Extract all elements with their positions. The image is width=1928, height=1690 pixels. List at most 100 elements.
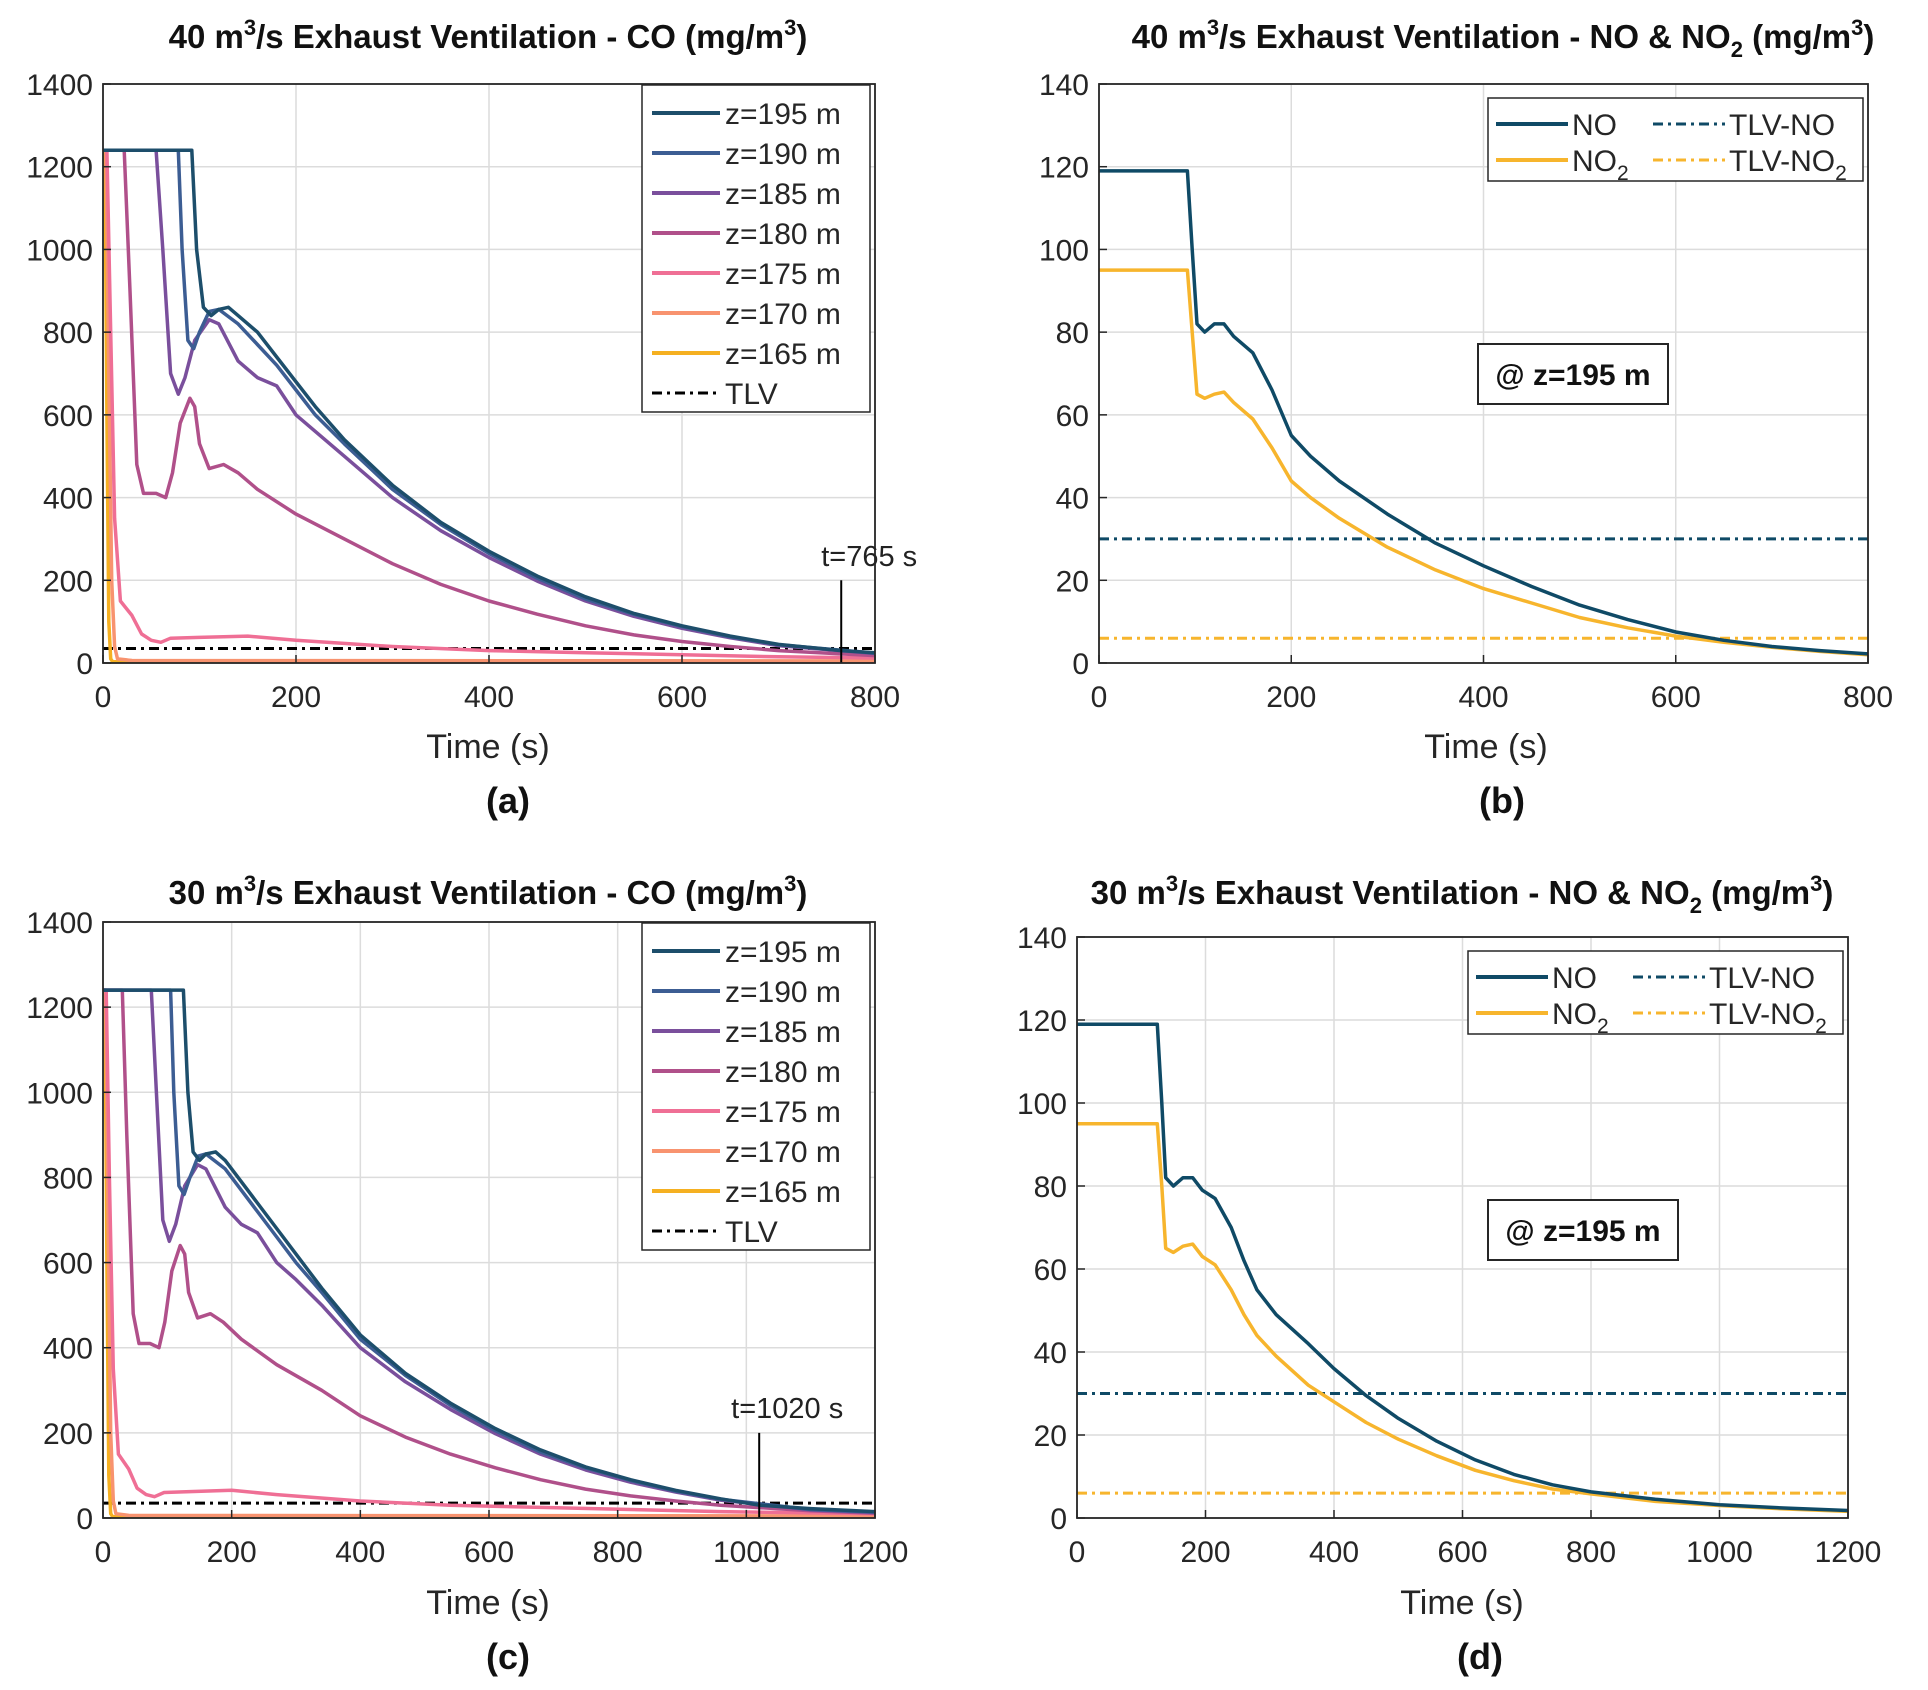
y-tick-label: 800	[43, 317, 93, 350]
y-tick-label: 1200	[26, 992, 93, 1025]
y-tick-label: 40	[1034, 1337, 1067, 1370]
x-tick-label: 600	[464, 1536, 514, 1569]
x-tick-label: 1000	[1686, 1536, 1753, 1569]
chart-title: 30 m3/s Exhaust Ventilation - CO (mg/m3)	[169, 871, 808, 911]
legend: NO TLV-NO NO2 TLV-NO2	[1467, 950, 1844, 1038]
chart-panel-2: 0 200 400 600 800 0 20 40 60 80 100 120 140 Time (s) 4…	[1039, 15, 1893, 821]
y-tick-label: 0	[1072, 648, 1089, 681]
x-tick-label: 200	[1180, 1536, 1230, 1569]
legend-label: z=185 m	[725, 1016, 841, 1049]
series-group	[1077, 1022, 1848, 1514]
y-tick-label: 40	[1056, 483, 1089, 516]
y-tick-label: 1200	[26, 152, 93, 185]
y-tick-label: 80	[1056, 317, 1089, 350]
annotation-label: @ z=195 m	[1505, 1215, 1660, 1248]
chart-title: 40 m3/s Exhaust Ventilation - CO (mg/m3)	[169, 15, 808, 55]
series-line-no2	[1077, 1122, 1848, 1514]
legend-label: z=175 m	[725, 1096, 841, 1129]
legend-box	[1467, 950, 1844, 1035]
y-tick-label: 600	[43, 1248, 93, 1281]
y-tick-label: 60	[1034, 1254, 1067, 1287]
legend-label: TLV	[725, 1216, 778, 1249]
y-tick-label: 120	[1039, 152, 1089, 185]
y-tick-label: 140	[1039, 69, 1089, 102]
series-line-z-180-m	[103, 988, 875, 1516]
legend-label: NO	[1552, 962, 1597, 995]
x-axis-label: Time (s)	[426, 728, 549, 766]
x-tick-label: 600	[1651, 681, 1701, 714]
legend-label: z=190 m	[725, 138, 841, 171]
legend: z=195 m z=190 m z=185 m z=180 m z=175 m z=170…	[641, 84, 871, 413]
legend-label: z=170 m	[725, 1136, 841, 1169]
chart-panel-1: t=765 s 0 200 400 600 800 0 200 400 600 800 1000 120…	[26, 15, 917, 821]
x-tick-label: 1000	[713, 1536, 780, 1569]
x-tick-label: 0	[1091, 681, 1108, 714]
annotation-label: t=765 s	[821, 541, 917, 573]
y-tick-label: 200	[43, 565, 93, 598]
panel-label: (a)	[486, 780, 530, 821]
legend-label: z=180 m	[725, 1056, 841, 1089]
x-tick-label: 200	[207, 1536, 257, 1569]
legend-label: TLV-NO2	[1709, 998, 1827, 1038]
chart-title: 40 m3/s Exhaust Ventilation - NO & NO2 (…	[1132, 15, 1875, 62]
legend-label: TLV-NO	[1709, 962, 1815, 995]
x-tick-label: 400	[464, 681, 514, 714]
x-tick-label: 400	[335, 1536, 385, 1569]
series-group	[103, 988, 875, 1518]
series-line-z-195-m	[103, 148, 875, 655]
series-line-z-185-m	[103, 148, 875, 656]
y-tick-label: 120	[1017, 1005, 1067, 1038]
x-tick-label: 200	[1266, 681, 1316, 714]
chart-title: 30 m3/s Exhaust Ventilation - NO & NO2 (…	[1091, 871, 1834, 918]
y-tick-label: 20	[1056, 565, 1089, 598]
x-axis-label: Time (s)	[426, 1584, 549, 1622]
legend: NO TLV-NO NO2 TLV-NO2	[1487, 97, 1864, 185]
x-axis-label: Time (s)	[1400, 1584, 1523, 1622]
y-tick-label: 140	[1017, 922, 1067, 955]
annotation-box	[1487, 1199, 1679, 1261]
legend-label: z=185 m	[725, 178, 841, 211]
x-axis-label: Time (s)	[1424, 728, 1547, 766]
x-tick-label: 0	[95, 681, 112, 714]
x-tick-label: 400	[1309, 1536, 1359, 1569]
panel-label: (b)	[1479, 780, 1525, 821]
y-tick-label: 600	[43, 400, 93, 433]
y-tick-label: 60	[1056, 400, 1089, 433]
y-tick-label: 0	[1050, 1503, 1067, 1536]
legend-label: z=175 m	[725, 258, 841, 291]
series-line-z-180-m	[103, 148, 875, 658]
series-line-no2	[1099, 268, 1868, 657]
legend-label: NO2	[1572, 145, 1629, 185]
x-tick-label: 800	[850, 681, 900, 714]
annotation-label: @ z=195 m	[1495, 359, 1650, 392]
legend-box	[641, 922, 871, 1251]
y-tick-label: 400	[43, 483, 93, 516]
x-tick-label: 200	[271, 681, 321, 714]
x-tick-label: 1200	[842, 1536, 909, 1569]
series-line-no	[1077, 1022, 1848, 1513]
legend-box	[641, 84, 871, 413]
x-tick-label: 0	[1069, 1536, 1086, 1569]
y-tick-label: 100	[1039, 234, 1089, 267]
legend-label: z=170 m	[725, 298, 841, 331]
x-tick-label: 600	[657, 681, 707, 714]
chart-panel-4: 0 200 400 600 800 1000 1200 0 20 40 60 80 100 120 140 T…	[1017, 871, 1881, 1677]
x-tick-label: 0	[95, 1536, 112, 1569]
y-tick-label: 1000	[26, 1077, 93, 1110]
legend-label: TLV-NO	[1729, 109, 1835, 142]
x-tick-label: 400	[1458, 681, 1508, 714]
y-tick-label: 1400	[26, 69, 93, 102]
chart-panel-3: t=1020 s 0 200 400 600 800 1000 1200 0 200 400 600 8…	[26, 871, 908, 1677]
legend-label: z=165 m	[725, 338, 841, 371]
legend: z=195 m z=190 m z=185 m z=180 m z=175 m z=170…	[641, 922, 871, 1251]
y-tick-label: 20	[1034, 1420, 1067, 1453]
series-line-z-175-m	[103, 148, 875, 660]
y-tick-label: 200	[43, 1418, 93, 1451]
legend-label: NO2	[1552, 998, 1609, 1038]
series-group	[1099, 169, 1868, 657]
legend-label: z=190 m	[725, 976, 841, 1009]
series-line-z-195-m	[103, 988, 875, 1514]
y-tick-label: 400	[43, 1333, 93, 1366]
annotation-box	[1477, 343, 1669, 405]
